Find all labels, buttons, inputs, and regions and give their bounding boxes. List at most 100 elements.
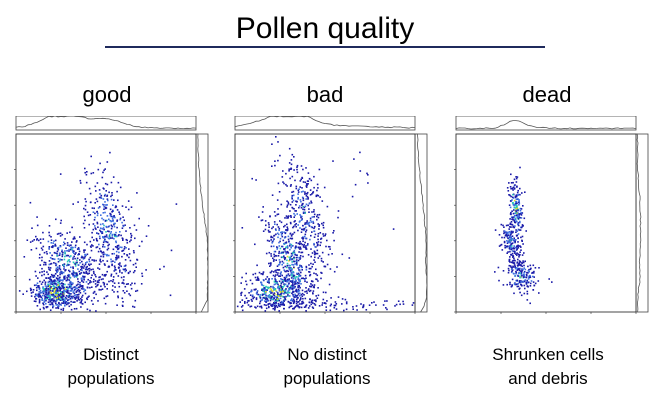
bad-dot bbox=[305, 167, 307, 169]
bad-dot bbox=[313, 299, 316, 302]
good-dot bbox=[58, 282, 60, 284]
bad-dot bbox=[300, 271, 302, 274]
good-dot bbox=[100, 250, 102, 252]
dead-dot bbox=[511, 210, 513, 212]
bad-dot bbox=[300, 191, 303, 193]
bad-dot bbox=[285, 288, 287, 290]
good-dot bbox=[93, 219, 96, 221]
bad-dot bbox=[310, 179, 313, 182]
bad-dot bbox=[304, 297, 307, 300]
bad-dot bbox=[313, 303, 316, 305]
dead-dot bbox=[519, 276, 521, 279]
good-dot bbox=[102, 223, 104, 225]
bad-dot bbox=[301, 203, 304, 205]
bad-dot bbox=[283, 182, 285, 185]
bad-dot bbox=[294, 263, 296, 265]
good-dot bbox=[57, 246, 60, 249]
good-dot bbox=[58, 267, 61, 270]
good-dot bbox=[116, 304, 118, 306]
good-dot bbox=[108, 218, 110, 221]
bad-dot bbox=[292, 291, 294, 293]
good-dot bbox=[55, 290, 58, 292]
bad-dot bbox=[305, 305, 307, 307]
good-dot bbox=[79, 273, 81, 275]
good-dot bbox=[41, 249, 44, 251]
bad-dot bbox=[241, 309, 244, 312]
bad-dot bbox=[281, 256, 284, 258]
good-dot bbox=[94, 225, 96, 227]
bad-dot bbox=[292, 251, 294, 254]
good-dot bbox=[51, 283, 54, 285]
good-dot bbox=[77, 264, 80, 266]
scatter-plot-bad bbox=[225, 116, 431, 328]
bad-dot bbox=[266, 276, 269, 278]
good-dot bbox=[59, 283, 61, 285]
good-dot bbox=[66, 291, 68, 293]
good-dot bbox=[108, 234, 111, 236]
good-dot bbox=[104, 238, 106, 241]
good-dot bbox=[141, 240, 143, 243]
dead-dot bbox=[512, 187, 514, 189]
dead-dot bbox=[529, 264, 532, 267]
dead-dot bbox=[515, 206, 518, 209]
good-dot bbox=[123, 246, 126, 248]
dead-dot bbox=[533, 284, 536, 287]
good-dot bbox=[129, 294, 132, 297]
bad-dot bbox=[275, 136, 277, 138]
good-dot bbox=[39, 242, 42, 244]
bad-dot bbox=[302, 297, 304, 300]
good-dot bbox=[117, 256, 120, 259]
dead-dot bbox=[512, 256, 514, 258]
bad-dot bbox=[312, 280, 314, 283]
bad-dot bbox=[270, 289, 273, 291]
good-dot bbox=[98, 247, 101, 250]
good-dot bbox=[68, 295, 71, 297]
good-dot bbox=[99, 223, 102, 226]
bad-dot bbox=[305, 185, 308, 187]
good-dot bbox=[135, 290, 137, 292]
bad-dot bbox=[278, 280, 281, 283]
good-dot bbox=[29, 287, 32, 290]
good-dot bbox=[46, 293, 48, 296]
bad-dot bbox=[310, 202, 313, 204]
good-dot bbox=[76, 257, 79, 260]
good-dot bbox=[130, 234, 133, 237]
good-dot bbox=[94, 216, 96, 219]
good-dot bbox=[93, 278, 95, 281]
good-dot bbox=[135, 266, 137, 268]
bad-dot bbox=[310, 285, 313, 288]
bad-dot bbox=[290, 163, 293, 166]
good-dot bbox=[53, 291, 55, 294]
good-dot bbox=[52, 299, 55, 302]
bad-dot bbox=[308, 225, 311, 227]
good-dot bbox=[81, 269, 83, 272]
good-dot bbox=[79, 284, 81, 286]
dead-dot bbox=[518, 254, 520, 256]
dead-dot bbox=[518, 199, 520, 201]
bad-dot bbox=[302, 211, 305, 213]
good-dot bbox=[119, 246, 121, 248]
dead-dot bbox=[506, 252, 508, 254]
dead-dot bbox=[507, 271, 510, 274]
bad-dot bbox=[280, 278, 282, 280]
bad-dot bbox=[293, 256, 295, 259]
good-dot bbox=[18, 290, 21, 292]
bad-dot bbox=[280, 302, 283, 304]
bad-dot bbox=[277, 182, 280, 185]
bad-dot bbox=[306, 292, 308, 294]
bad-dot bbox=[311, 284, 314, 286]
bad-dot bbox=[285, 183, 287, 186]
bad-dot bbox=[291, 237, 294, 240]
bad-dot bbox=[345, 302, 348, 305]
bad-dot bbox=[302, 237, 305, 239]
bad-dot bbox=[301, 187, 303, 189]
good-dot bbox=[55, 300, 58, 302]
good-dot bbox=[130, 239, 132, 241]
dead-dot bbox=[494, 271, 496, 273]
dead-dot bbox=[516, 185, 518, 188]
bad-dot bbox=[282, 304, 284, 306]
bad-dot bbox=[314, 253, 316, 256]
good-dot bbox=[73, 255, 75, 258]
bad-dot bbox=[278, 288, 281, 290]
good-dot bbox=[92, 268, 94, 271]
